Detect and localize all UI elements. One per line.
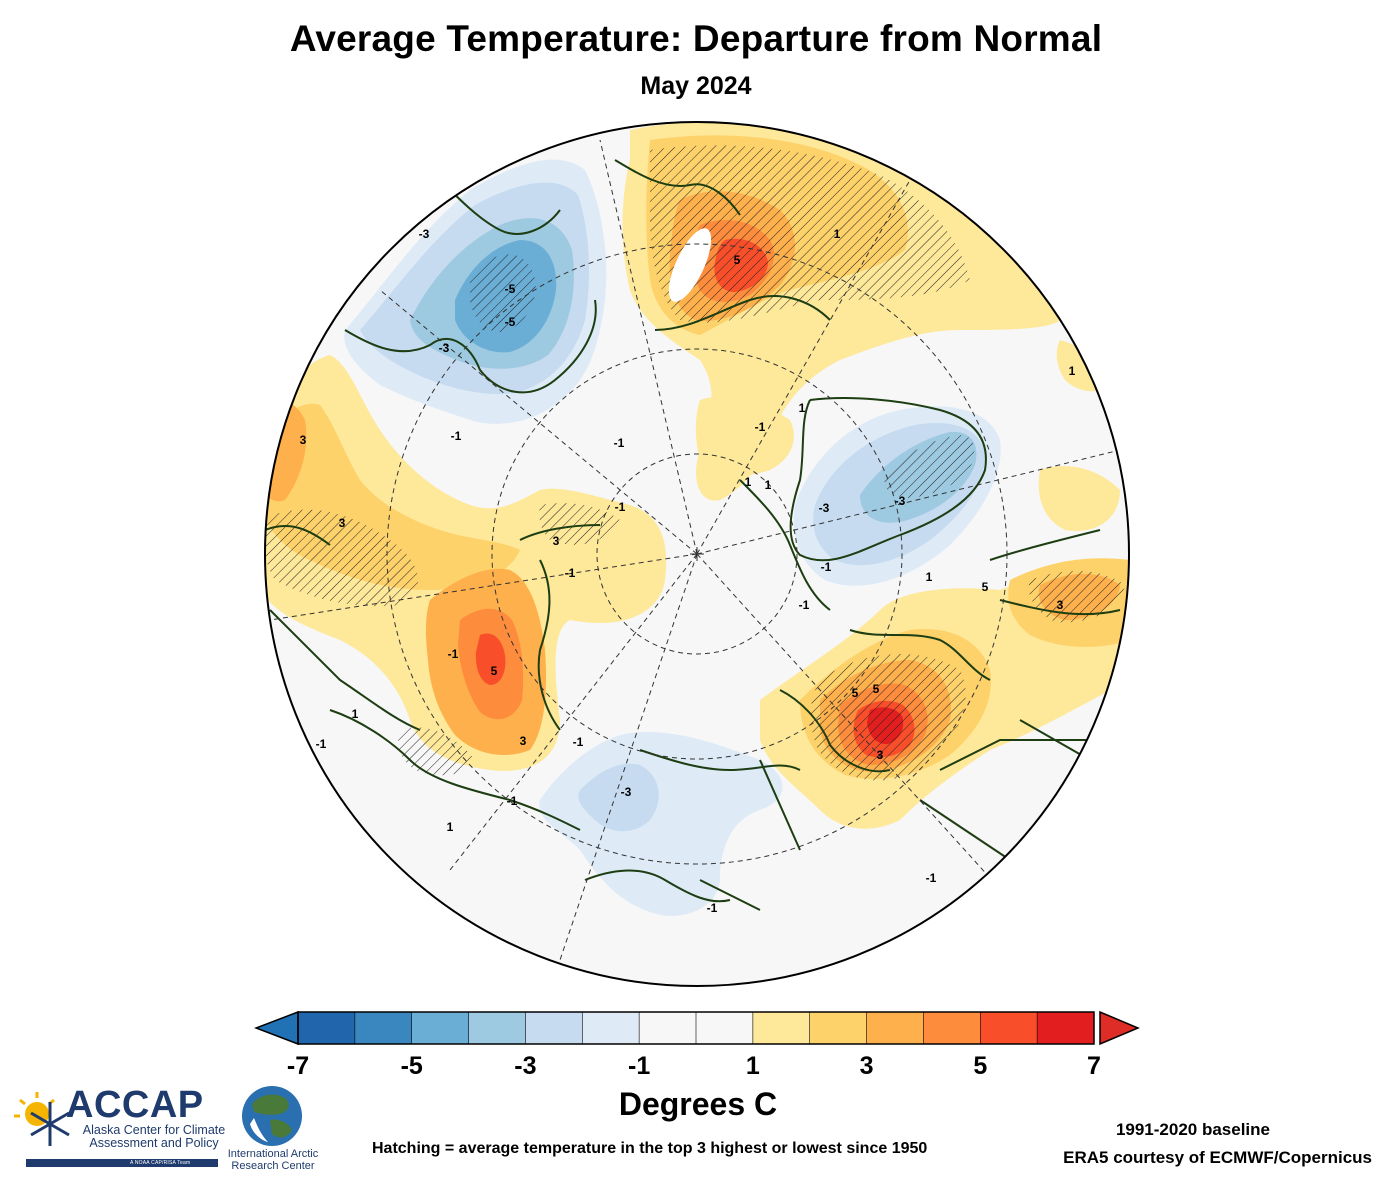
contour-label: 1 xyxy=(799,401,806,415)
contour-label: -1 xyxy=(316,737,327,751)
colorbar-bin xyxy=(354,1012,413,1044)
accap-full-name: Alaska Center for Climate Assessment and… xyxy=(82,1123,226,1150)
colorbar-bin xyxy=(468,1012,526,1044)
colorbar-tick-label: -1 xyxy=(628,1052,651,1080)
colorbar-bin xyxy=(866,1012,924,1044)
contour-label: 5 xyxy=(491,664,498,678)
colorbar-bin xyxy=(752,1012,811,1044)
sun-icon xyxy=(14,1092,55,1126)
contour-label: -1 xyxy=(799,598,810,612)
contour-label: -3 xyxy=(439,341,450,355)
contour-label: -3 xyxy=(621,785,632,799)
contour-label: 1 xyxy=(745,475,752,489)
accap-name: ACCAP xyxy=(66,1084,204,1126)
contour-label: -3 xyxy=(819,501,830,515)
colorbar-tick-label: -5 xyxy=(400,1052,423,1080)
contour-label: 1 xyxy=(926,570,933,584)
accap-tagline-bar xyxy=(26,1159,218,1167)
contour-label: 1 xyxy=(352,707,359,721)
contour-label: 1 xyxy=(1069,364,1076,378)
cold-anomaly-greenland xyxy=(793,406,1001,586)
contour-label: 5 xyxy=(734,253,741,267)
contour-label: -1 xyxy=(926,871,937,885)
colorbar-tick-label: 1 xyxy=(745,1052,760,1080)
contour-labels: -3-5-5-3-1-3333-1-153-1-1-1-3-1-1115511-… xyxy=(300,227,1076,915)
contour-label: 1 xyxy=(834,227,841,241)
colorbar-tick-label: 5 xyxy=(973,1052,988,1080)
accap-tagline: A NOAA CAP/RISA Team xyxy=(130,1160,191,1166)
iarc-globe-icon xyxy=(242,1086,302,1146)
warm-anomaly-siberia xyxy=(760,340,1129,829)
map-subtitle: May 2024 xyxy=(640,72,752,100)
colorbar-unit-label: Degrees C xyxy=(618,1086,778,1122)
contour-label: -1 xyxy=(615,500,626,514)
iarc-name: International Arctic Research Center xyxy=(227,1148,319,1172)
contour-label: 3 xyxy=(339,516,346,530)
colorbar-tick-label: 3 xyxy=(859,1052,874,1080)
contour-label: -3 xyxy=(895,494,906,508)
map-boundary xyxy=(264,121,1130,987)
contour-label: -5 xyxy=(505,315,516,329)
colorbar-bin xyxy=(809,1012,868,1044)
contour-label: 3 xyxy=(1057,598,1064,612)
colorbar-bin xyxy=(923,1012,981,1044)
coastlines xyxy=(265,159,1121,911)
snowflake-icon xyxy=(30,1102,70,1146)
colorbar-tick-label: 7 xyxy=(1087,1052,1101,1080)
colorbar-bin xyxy=(639,1012,697,1044)
data-source-note: ERA5 courtesy of ECMWF/Copernicus xyxy=(1063,1148,1372,1167)
contour-label: -1 xyxy=(565,566,576,580)
contour-label: 1 xyxy=(447,820,454,834)
hatching-note: Hatching = average temperature in the to… xyxy=(372,1140,928,1157)
warm-anomaly-arctic-center xyxy=(695,396,794,477)
contour-label: 5 xyxy=(982,580,989,594)
contour-label: -3 xyxy=(419,227,430,241)
colorbar-bin xyxy=(696,1012,754,1044)
colorbar-bin xyxy=(980,1012,1038,1044)
map-title: Average Temperature: Departure from Norm… xyxy=(289,18,1103,59)
colorbar-bin xyxy=(582,1012,640,1044)
contour-label: -1 xyxy=(448,647,459,661)
colorbar-tick-label: -3 xyxy=(514,1052,537,1080)
contour-label: -1 xyxy=(451,429,462,443)
contour-label: 3 xyxy=(520,734,527,748)
contour-label: -1 xyxy=(821,560,832,574)
graticule xyxy=(269,139,1121,961)
cold-anomaly-scandinavia xyxy=(344,159,607,424)
contour-label: 5 xyxy=(852,686,859,700)
colorbar-bin xyxy=(298,1012,356,1044)
colorbar-bin xyxy=(411,1012,470,1044)
contour-label: -1 xyxy=(507,794,518,808)
cold-anomaly-alaska xyxy=(539,731,783,916)
contour-label: 3 xyxy=(877,748,884,762)
colorbar-tick-label: -7 xyxy=(286,1052,310,1080)
baseline-note: 1991-2020 baseline xyxy=(1115,1120,1270,1139)
colorbar-extend-high xyxy=(1099,1010,1140,1046)
contour-label: -1 xyxy=(707,901,718,915)
accap-logo xyxy=(14,1092,70,1146)
contour-label: -1 xyxy=(755,420,766,434)
colorbar-extend-low xyxy=(253,1010,299,1046)
contour-label: -1 xyxy=(573,735,584,749)
contour-label: 3 xyxy=(553,534,560,548)
colorbar-bin xyxy=(1037,1012,1095,1044)
contour-label: 3 xyxy=(300,433,307,447)
colorbar-bin xyxy=(525,1012,583,1044)
contour-label: -5 xyxy=(505,282,516,296)
warm-anomaly-canada-west xyxy=(265,355,667,776)
contour-label: 5 xyxy=(873,682,880,696)
contour-label: 1 xyxy=(765,478,772,492)
contour-label: -1 xyxy=(614,436,625,450)
